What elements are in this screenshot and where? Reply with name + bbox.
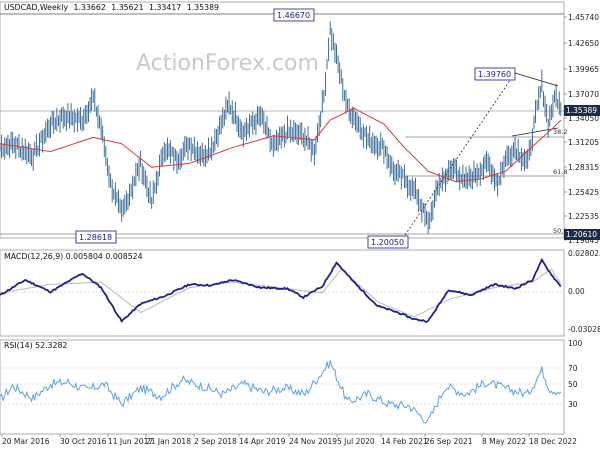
annotation-label: 1.28618	[79, 233, 112, 242]
annotation-high-2020: 1.46670	[273, 8, 315, 22]
rsi-line	[0, 360, 562, 424]
x-tick-label: 5 Jul 2020	[337, 437, 375, 446]
rsi-y-tick-label: 70	[568, 364, 578, 373]
x-tick-label: 2 Sep 2018	[194, 437, 237, 446]
upper-wedge-line	[514, 72, 559, 87]
level-tag-box	[564, 229, 600, 240]
macd-panel	[0, 249, 565, 337]
macd-y-tick-label: 0.00	[568, 287, 585, 296]
annotation-label: 1.39760	[478, 70, 511, 79]
ohlc-close: 1.35389	[187, 3, 219, 12]
annotation-low-2017: 1.28618	[75, 230, 117, 244]
x-tick-label: 20 Mar 2016	[2, 437, 50, 446]
macd-y-tick-label: -0.030286	[568, 325, 600, 334]
watermark: ActionForex.com	[136, 51, 319, 76]
annotation-high-2022: 1.39760	[474, 67, 516, 81]
level-tag: 1.20610	[564, 229, 600, 240]
macd-y-tick-label: 0.028023	[568, 249, 600, 258]
annotation-label: 1.20050	[371, 238, 404, 247]
x-tick-label: 14 Feb 2021	[381, 437, 428, 446]
x-tick-label: 8 May 2022	[482, 437, 526, 446]
rsi-y-tick-label: 30	[568, 400, 578, 409]
price-y-tick-label: 1.31205	[568, 138, 599, 147]
x-tick-label: 21 Jan 2018	[146, 437, 191, 446]
macd-title: MACD(12,26,9) 0.005804 0.008524	[4, 252, 143, 261]
x-tick-label: 11 Jun 2017	[108, 437, 153, 446]
price-y-tick-label: 1.28315	[568, 163, 599, 172]
ohlc-high: 1.35621	[111, 3, 143, 12]
annotation-low-2021: 1.20050	[367, 235, 409, 249]
price-y-tick-label: 1.45740	[568, 13, 599, 22]
moving-average-line	[0, 107, 562, 182]
price-panel-title: USDCAD,Weekly 1.33662 1.35621 1.33417 1.…	[4, 3, 219, 12]
y-axis-ticks: 1.45740 1.42650 1.39965 1.37070 1.34050 1.312…	[564, 13, 600, 409]
x-tick-label: 18 Dec 2022	[529, 437, 577, 446]
annotation-box	[367, 235, 409, 249]
x-tick-label: 24 Nov 2019	[289, 437, 337, 446]
annotation-box	[474, 67, 516, 81]
annotation-box	[75, 230, 117, 244]
macd-line	[0, 257, 562, 323]
price-tag-box	[564, 105, 600, 116]
series-layer	[0, 21, 562, 424]
rsi-panel	[0, 339, 565, 435]
rsi-title: RSI(14) 52.3282	[4, 341, 67, 350]
price-y-tick-label: 1.22535	[568, 212, 599, 221]
price-panel	[0, 1, 565, 239]
fib-label-618: 61.8	[553, 168, 567, 176]
price-y-tick-label: 1.39965	[568, 65, 599, 74]
x-tick-label: 26 Sep 2021	[425, 437, 473, 446]
fib-label-382: 38.2	[553, 128, 567, 136]
lower-wedge-line	[511, 127, 559, 137]
fib-label-500: 50.0	[553, 227, 567, 235]
x-tick-label: 14 Apr 2019	[239, 437, 286, 446]
rsi-y-tick-label: 50	[568, 380, 578, 389]
annotation-box	[273, 8, 315, 22]
ohlc-low: 1.33417	[149, 3, 181, 12]
x-tick-label: 30 Oct 2016	[60, 437, 107, 446]
rsi-y-tick-label: 100	[568, 339, 583, 348]
price-y-tick-label: 1.34050	[568, 114, 599, 123]
ohlc-open: 1.33662	[74, 3, 106, 12]
current-price-tag: 1.35389	[564, 105, 600, 116]
price-y-tick-label: 1.19645	[568, 236, 599, 245]
price-y-tick-label: 1.25425	[568, 188, 599, 197]
price-y-tick-label: 1.37070	[568, 90, 599, 99]
level-tag-text: 1.20610	[566, 230, 597, 239]
annotation-label: 1.46670	[277, 11, 310, 20]
price-tag-text: 1.35389	[566, 106, 597, 115]
symbol-label: USDCAD,Weekly	[4, 3, 68, 12]
price-y-tick-label: 1.42650	[568, 39, 599, 48]
